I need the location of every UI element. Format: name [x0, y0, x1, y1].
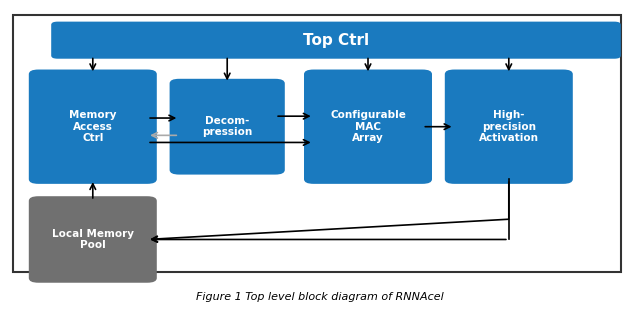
FancyBboxPatch shape — [304, 70, 432, 184]
Text: Configurable
MAC
Array: Configurable MAC Array — [330, 110, 406, 143]
Text: Figure 1 Top level block diagram of RNNAcel: Figure 1 Top level block diagram of RNNA… — [196, 292, 444, 302]
FancyBboxPatch shape — [445, 70, 573, 184]
FancyBboxPatch shape — [51, 22, 621, 59]
Text: Decom-
pression: Decom- pression — [202, 116, 252, 138]
FancyBboxPatch shape — [29, 196, 157, 283]
FancyBboxPatch shape — [29, 70, 157, 184]
Text: High-
precision
Activation: High- precision Activation — [479, 110, 539, 143]
Text: Local Memory
Pool: Local Memory Pool — [52, 229, 134, 250]
Text: Memory
Access
Ctrl: Memory Access Ctrl — [69, 110, 116, 143]
FancyBboxPatch shape — [170, 79, 285, 175]
FancyBboxPatch shape — [13, 15, 621, 272]
Text: Top Ctrl: Top Ctrl — [303, 33, 369, 48]
